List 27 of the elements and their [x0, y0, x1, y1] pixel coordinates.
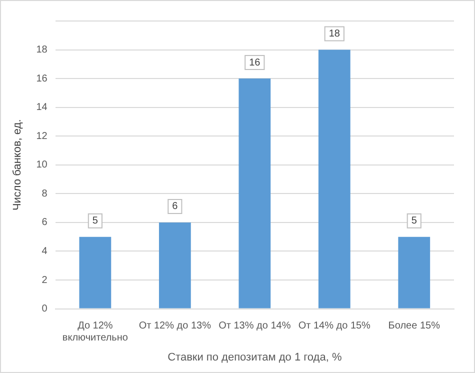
x-tick-label: От 13% до 14%	[218, 320, 291, 332]
data-label: 5	[92, 216, 98, 227]
data-label: 18	[328, 28, 340, 40]
data-label: 5	[411, 216, 418, 227]
y-tick-label: 14	[36, 102, 48, 114]
y-tick-label: 8	[42, 188, 48, 200]
y-tick-label: 0	[42, 304, 48, 315]
x-tick-label: От 12% до 13%	[138, 320, 212, 332]
y-tick-label: 18	[36, 44, 48, 56]
bar	[158, 222, 191, 308]
y-tick-label: 2	[42, 274, 48, 286]
x-tick-label: От 14% до 15%	[298, 320, 371, 332]
y-tick-label: 16	[36, 73, 48, 84]
x-axis-title: Ставки по депозитам до 1 года, %	[168, 351, 342, 364]
y-tick-label: 6	[42, 217, 48, 228]
x-tick-label: Более 15%	[388, 320, 440, 332]
y-axis-title: Число банков, ед.	[12, 119, 24, 211]
bar	[398, 236, 430, 308]
bar	[238, 78, 271, 308]
x-tick-label: До 12% включительно	[62, 320, 128, 344]
y-tick-label: 10	[36, 160, 48, 171]
bar	[79, 236, 112, 308]
bar	[318, 50, 350, 308]
data-label: 6	[172, 201, 178, 212]
y-tick-label: 12	[36, 130, 48, 142]
data-label: 16	[249, 57, 261, 68]
y-tick-label: 4	[42, 246, 48, 257]
